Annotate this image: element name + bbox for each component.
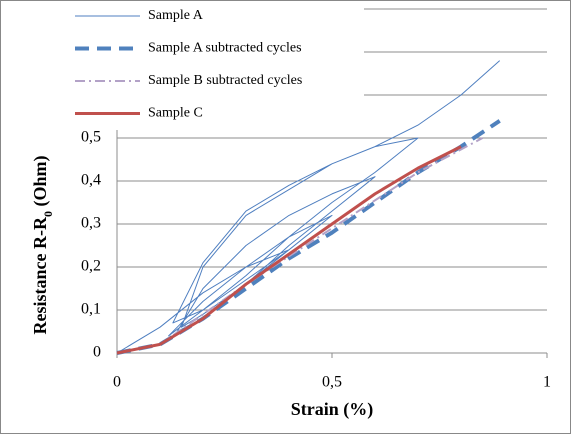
x-tick-label: 0 [113,374,121,391]
y-tick-label: 0,2 [81,258,101,275]
y-axis-title: Resistance R-R0 (Ohm) [30,156,55,335]
x-tick-label: 0,5 [322,374,342,391]
y-tick-label: 0,5 [81,129,101,146]
legend-label: Sample C [148,106,203,121]
legend-label: Sample B subtracted cycles [148,73,302,88]
legend-box [64,2,364,130]
y-tick-label: 0,3 [81,215,101,232]
legend: Sample A Sample A subtracted cycles Sample… [64,2,364,130]
y-title-tail: (Ohm) [30,156,51,212]
legend-label: Sample A [148,8,204,23]
y-tick-label: 0 [93,344,101,361]
y-tick-label: 0,4 [81,172,101,189]
legend-label: Sample A subtracted cycles [148,41,302,56]
series-line [116,60,501,354]
x-axis-title: Strain (%) [291,399,374,420]
y-title-sub: 0 [41,211,55,217]
y-tick-label: 0,1 [81,301,101,318]
series-line [116,137,483,354]
plot [116,60,501,355]
y-title-main: Resistance R-R [30,216,50,334]
x-tick-label: 1 [543,374,551,391]
series-line [116,145,462,355]
